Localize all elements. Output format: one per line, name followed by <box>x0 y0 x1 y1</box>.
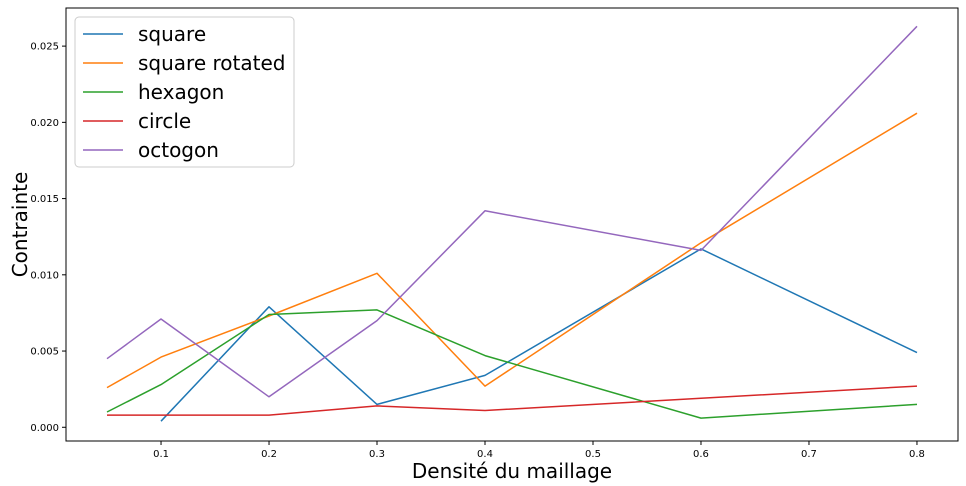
legend-box <box>74 16 295 168</box>
x-tick-label: 0.5 <box>585 449 601 460</box>
x-tick-label: 0.8 <box>909 449 925 460</box>
legend-label: octogon <box>138 138 219 162</box>
legend-label: square <box>138 22 206 46</box>
series-lines <box>106 25 918 422</box>
y-tick-label: 0.015 <box>30 194 59 205</box>
x-tick-label: 0.6 <box>693 449 709 460</box>
series-line-hexagon <box>106 309 918 419</box>
y-axis-ticks: 0.000 0.005 0.010 0.015 0.020 0.025 <box>30 42 66 434</box>
x-axis-ticks: 0.1 0.2 0.3 0.4 0.5 0.6 0.7 0.8 <box>153 441 925 460</box>
legend-label: circle <box>138 109 191 133</box>
y-axis-title: Contrainte <box>8 172 32 278</box>
series-line-octogon <box>106 25 918 398</box>
x-tick-label: 0.2 <box>261 449 277 460</box>
x-tick-label: 0.3 <box>369 449 385 460</box>
series-line-square-rotated <box>106 112 918 389</box>
plot-frame <box>65 7 959 442</box>
y-tick-label: 0.025 <box>30 42 59 53</box>
legend-label: square rotated <box>138 51 285 75</box>
y-tick-label: 0.020 <box>30 118 59 129</box>
series-line-circle <box>107 385 918 416</box>
legend: square square rotated hexagon circle octogon <box>74 16 295 168</box>
y-tick-label: 0.000 <box>30 423 59 434</box>
legend-label: hexagon <box>138 80 224 104</box>
y-tick-label: 0.005 <box>30 347 59 358</box>
x-tick-label: 0.1 <box>153 449 169 460</box>
x-axis-title: Densité du maillage <box>412 459 612 483</box>
y-tick-label: 0.010 <box>30 270 59 281</box>
x-tick-label: 0.4 <box>477 449 493 460</box>
x-tick-label: 0.7 <box>801 449 817 460</box>
